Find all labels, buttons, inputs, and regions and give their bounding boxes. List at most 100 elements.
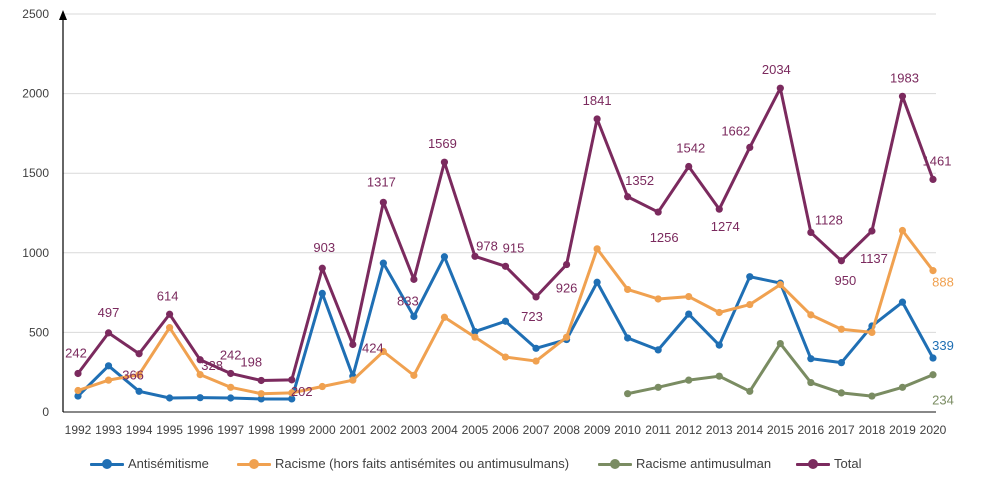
data-label: 328 <box>201 358 223 373</box>
data-point <box>898 383 907 391</box>
data-label: 1841 <box>583 93 612 108</box>
data-point <box>288 395 296 403</box>
data-point <box>837 325 845 333</box>
data-point <box>410 312 418 321</box>
data-point <box>837 359 845 367</box>
data-label: 1352 <box>625 173 654 188</box>
x-tick-label: 1997 <box>217 423 244 437</box>
x-tick-label: 2016 <box>798 423 825 437</box>
x-tick-label: 1993 <box>95 423 122 437</box>
data-point <box>562 260 571 269</box>
data-point <box>715 372 723 380</box>
data-point <box>104 329 113 337</box>
data-point <box>288 376 296 384</box>
x-tick-label: 1995 <box>156 423 183 437</box>
legend-item-antisemitisme: Antisémitisme <box>90 456 209 471</box>
data-point <box>837 389 845 397</box>
legend-item-total: Total <box>796 456 861 471</box>
data-label: 1461 <box>923 153 952 168</box>
data-point <box>379 259 387 267</box>
x-tick-label: 2019 <box>889 423 916 437</box>
data-point <box>257 395 265 403</box>
data-point <box>104 376 113 384</box>
data-label: 888 <box>932 275 954 290</box>
data-label: 1569 <box>428 136 457 151</box>
data-point <box>532 344 540 352</box>
data-label: 1274 <box>711 219 740 234</box>
data-label: 1128 <box>815 212 843 227</box>
data-point <box>807 355 815 363</box>
data-point <box>104 362 113 370</box>
data-point <box>135 387 143 395</box>
data-labels: 3398882342424973666143282421982029034241… <box>65 62 954 408</box>
data-label: 424 <box>362 340 384 355</box>
data-point <box>654 383 662 391</box>
data-point <box>715 205 723 213</box>
legend-item-racisme: Racisme (hors faits antisémites ou antim… <box>237 456 569 471</box>
data-point <box>746 387 754 395</box>
data-label: 950 <box>835 273 857 288</box>
data-point <box>685 292 693 301</box>
legend-marker-icon <box>237 458 271 469</box>
data-point <box>410 371 418 379</box>
x-tick-label: 2018 <box>859 423 886 437</box>
data-point <box>929 354 937 362</box>
data-point <box>624 334 632 342</box>
data-label: 242 <box>220 347 242 362</box>
data-point <box>624 390 632 398</box>
x-tick-label: 2011 <box>645 423 671 437</box>
data-point <box>410 275 418 283</box>
y-axis-arrow-icon <box>59 10 67 20</box>
series-lines <box>74 84 937 403</box>
axes: 0 500 1000 1500 2000 2500 1992 1993 1994 1995 1996… <box>22 7 946 437</box>
x-tick-label: 1996 <box>187 423 214 437</box>
data-point <box>929 267 937 275</box>
data-point <box>624 285 632 294</box>
y-tick-label: 2500 <box>22 7 49 21</box>
legend-label: Racisme (hors faits antisémites ou antim… <box>275 456 570 471</box>
x-tick-label: 2017 <box>828 423 855 437</box>
data-point <box>349 340 357 349</box>
data-point <box>807 228 815 237</box>
data-point <box>929 371 937 379</box>
data-point <box>929 175 937 184</box>
data-point <box>135 350 143 358</box>
data-point <box>501 353 510 361</box>
data-point <box>532 293 540 301</box>
data-point <box>288 389 296 397</box>
data-point <box>654 295 662 303</box>
legend-label: Total <box>834 456 862 471</box>
data-point <box>196 394 204 402</box>
legend-label: Antisémitisme <box>128 456 209 471</box>
data-point <box>440 313 449 321</box>
data-point <box>715 341 723 349</box>
x-tick-label: 1994 <box>126 423 153 437</box>
x-tick-label: 2002 <box>370 423 397 437</box>
y-tick-label: 500 <box>29 325 49 339</box>
data-point <box>593 278 601 286</box>
data-point <box>471 252 479 260</box>
data-point <box>318 264 326 272</box>
x-tick-label: 2003 <box>401 423 428 437</box>
series-line-2 <box>626 342 935 398</box>
data-point <box>318 382 326 391</box>
legend: Antisémitisme Racisme (hors faits antisé… <box>80 456 980 478</box>
data-point <box>685 310 693 318</box>
legend-marker-icon <box>796 458 830 469</box>
data-point <box>257 376 265 385</box>
data-point <box>593 245 601 253</box>
x-tick-label: 2012 <box>675 423 702 437</box>
x-tick-label: 2006 <box>492 423 519 437</box>
data-label: 614 <box>157 288 179 303</box>
data-label: 723 <box>521 309 543 324</box>
x-tick-label: 2014 <box>736 423 763 437</box>
data-point <box>166 310 174 318</box>
x-tick-label: 1998 <box>248 423 275 437</box>
data-label: 497 <box>98 305 120 320</box>
data-point <box>318 289 326 297</box>
data-point <box>471 328 479 336</box>
data-point <box>868 227 876 235</box>
data-point <box>746 143 754 152</box>
data-point <box>898 298 907 306</box>
